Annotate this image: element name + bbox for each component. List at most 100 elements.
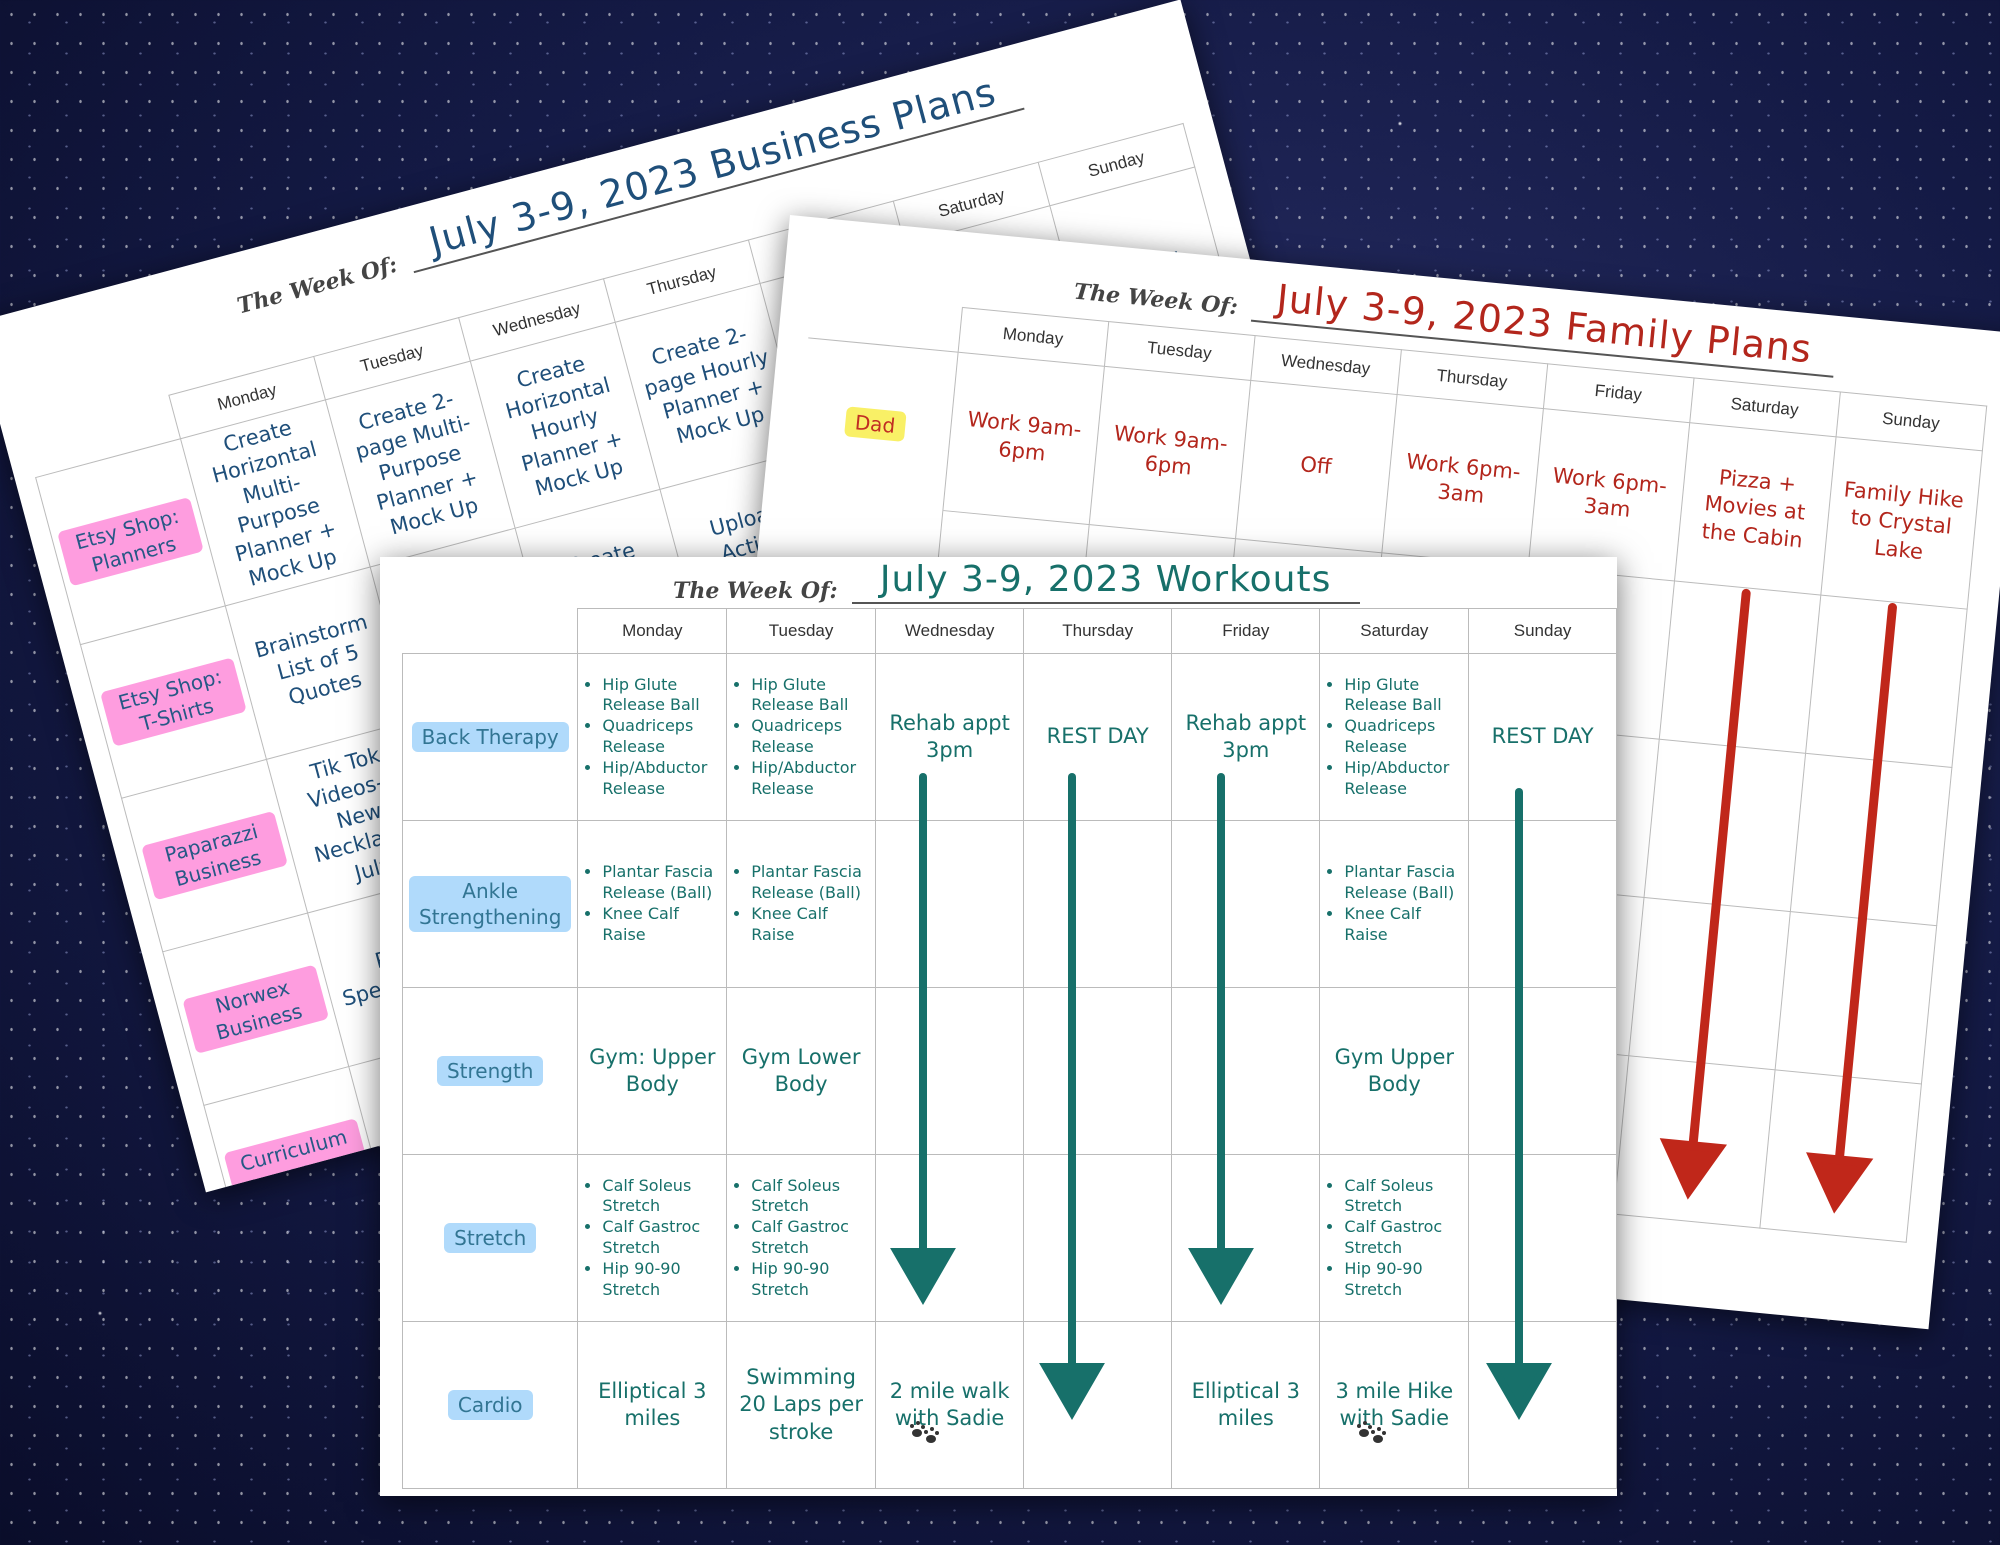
row-label: Dad (843, 406, 907, 443)
day-cell (874, 987, 1025, 1155)
task-list: Hip Glute Release BallQuadriceps Release… (584, 675, 720, 800)
day-cell: Calf Soleus StretchCalf Gastroc StretchH… (1319, 1154, 1470, 1322)
day-header: Thursday (1023, 608, 1173, 654)
task-text: Off (1299, 452, 1333, 480)
task-list: Plantar Fascia Release (Ball)Knee Calf R… (1326, 862, 1462, 945)
task-text: Gym Lower Body (741, 1044, 861, 1096)
day-cell: Work 9am-6pm (1088, 366, 1251, 539)
day-cell: 2 mile walk with Sadie (874, 1321, 1025, 1489)
day-cell: Rehab appt 3pm (874, 653, 1025, 821)
task-list: Calf Soleus StretchCalf Gastroc StretchH… (733, 1176, 869, 1301)
task-item: Knee Calf Raise (602, 904, 720, 946)
task-item: Calf Soleus Stretch (751, 1176, 869, 1218)
task-text: REST DAY (1046, 724, 1149, 749)
corner-cell (402, 608, 579, 654)
week-of-label: The Week Of: (673, 578, 838, 604)
day-cell: Work 6pm-3am (1527, 408, 1690, 581)
day-cell: Gym: Upper Body (577, 987, 728, 1155)
task-text: 2 mile walk with Sadie (889, 1378, 1010, 1430)
task-item: Hip 90-90 Stretch (751, 1259, 869, 1301)
blank-cell (1774, 911, 1937, 1084)
day-header: Sunday (1468, 608, 1617, 654)
day-cell (1171, 987, 1321, 1155)
task-list: Hip Glute Release BallQuadriceps Release… (1326, 675, 1462, 800)
day-cell: Plantar Fascia Release (Ball)Knee Calf R… (577, 820, 728, 988)
row-label: Norwex Business (182, 964, 330, 1054)
workouts-sheet: The Week Of: July 3-9, 2023 Workouts Mon… (380, 557, 1617, 1496)
day-cell (1468, 820, 1617, 988)
row-label: Curriculum Writing (223, 1117, 371, 1193)
day-cell: Work 6pm-3am (1381, 394, 1543, 567)
row-label-cell: Back Therapy (401, 653, 579, 821)
day-cell (874, 1154, 1025, 1322)
day-cell: Calf Soleus StretchCalf Gastroc StretchH… (726, 1154, 876, 1322)
day-cell: REST DAY (1023, 653, 1173, 821)
task-item: Hip 90-90 Stretch (1344, 1259, 1462, 1301)
planner-row: Strength Gym: Upper Body Gym Lower Body Gym… (401, 987, 1617, 1155)
task-text: Work 9am-6pm (966, 406, 1083, 466)
task-text: Rehab appt 3pm (1185, 710, 1307, 762)
task-item: Quadriceps Release (602, 716, 720, 758)
task-item: Calf Gastroc Stretch (1344, 1217, 1462, 1259)
task-item: Quadriceps Release (751, 716, 869, 758)
task-item: Hip/Abductor Release (1344, 758, 1462, 800)
day-cell: Hip Glute Release BallQuadriceps Release… (726, 653, 876, 821)
day-cell (1468, 1154, 1617, 1322)
row-label: Back Therapy (411, 722, 569, 752)
day-cell (1468, 987, 1617, 1155)
task-item: Plantar Fascia Release (Ball) (1344, 862, 1462, 904)
blank-cell (1759, 1069, 1921, 1243)
task-text: 3 mile Hike with Sadie (1335, 1378, 1454, 1430)
task-text: Elliptical 3 miles (598, 1378, 707, 1430)
task-text: REST DAY (1491, 724, 1594, 749)
planner-row: Back TherapyHip Glute Release BallQuadri… (401, 653, 1617, 821)
task-text: Work 6pm-3am (1551, 463, 1668, 522)
task-text: Gym: Upper Body (589, 1044, 716, 1096)
task-item: Calf Gastroc Stretch (751, 1217, 869, 1259)
day-cell: Hip Glute Release BallQuadriceps Release… (577, 653, 728, 821)
task-item: Hip/Abductor Release (602, 758, 720, 800)
day-header: Tuesday (726, 608, 876, 654)
row-label: Stretch (444, 1223, 537, 1253)
planner-row: Ankle StrengtheningPlantar Fascia Releas… (401, 820, 1617, 988)
row-label-cell: Cardio (401, 1321, 579, 1489)
blank-cell (1628, 897, 1790, 1070)
day-cell (1023, 820, 1173, 988)
day-cell: Gym Lower Body (726, 987, 876, 1155)
planner-row: Cardio Elliptical 3 miles Swimming 20 Laps… (401, 1321, 1617, 1489)
task-item: Hip 90-90 Stretch (602, 1259, 720, 1301)
row-label-cell: Stretch (401, 1154, 579, 1322)
week-of-label: The Week Of: (234, 251, 401, 320)
planner-row: StretchCalf Soleus StretchCalf Gastroc S… (401, 1154, 1617, 1322)
task-list: Plantar Fascia Release (Ball)Knee Calf R… (733, 862, 869, 945)
day-cell: Pizza + Movies at the Cabin (1673, 422, 1836, 596)
day-cell: Gym Upper Body (1319, 987, 1470, 1155)
task-item: Knee Calf Raise (751, 904, 869, 946)
day-cell: Swimming 20 Laps per stroke (726, 1321, 876, 1489)
task-list: Hip Glute Release BallQuadriceps Release… (733, 675, 869, 800)
day-cell: Hip Glute Release BallQuadriceps Release… (1319, 653, 1470, 821)
task-item: Hip Glute Release Ball (602, 675, 720, 717)
day-cell (1023, 1321, 1173, 1489)
day-header: Monday (577, 608, 728, 654)
day-cell: Family Hike to Crystal Lake (1820, 436, 1982, 610)
task-list: Calf Soleus StretchCalf Gastroc StretchH… (1326, 1176, 1462, 1301)
sheet-title: July 3-9, 2023 Workouts (851, 559, 1360, 604)
day-cell (1658, 580, 1821, 754)
week-of-label: The Week Of: (1072, 278, 1240, 321)
task-list: Calf Soleus StretchCalf Gastroc StretchH… (584, 1176, 720, 1301)
day-header: Wednesday (874, 608, 1025, 654)
task-text: Work 6pm-3am (1405, 448, 1522, 508)
task-text: Work 9am-6pm (1112, 420, 1229, 480)
row-label: Cardio (447, 1390, 533, 1420)
blank-cell (1613, 1055, 1775, 1229)
row-label: Ankle Strengthening (409, 876, 572, 932)
blank-cell (1643, 739, 1806, 912)
sheet-header: The Week Of: July 3-9, 2023 Workouts (673, 559, 1360, 604)
task-item: Plantar Fascia Release (Ball) (751, 862, 869, 904)
row-label-cell: Strength (401, 987, 579, 1155)
day-cell: Plantar Fascia Release (Ball)Knee Calf R… (726, 820, 876, 988)
task-item: Plantar Fascia Release (Ball) (602, 862, 720, 904)
